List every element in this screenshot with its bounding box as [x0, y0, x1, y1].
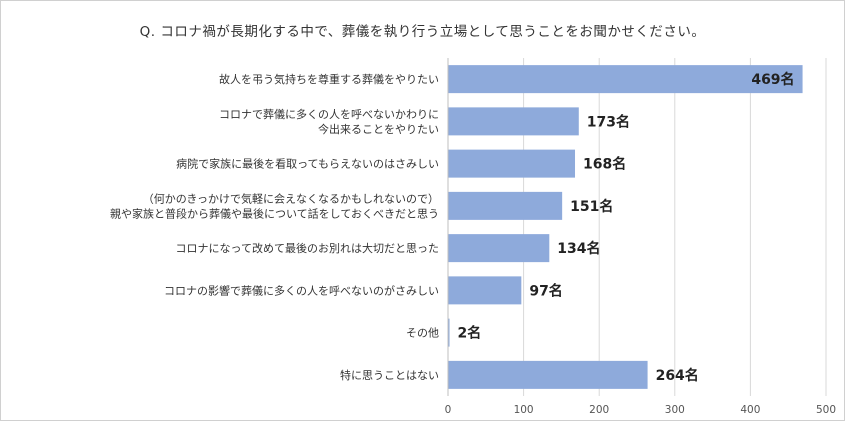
category-label: コロナの影響で葬儀に多くの人を呼べないのがさみしい [164, 283, 439, 297]
data-label: 264名 [656, 367, 699, 384]
x-tick-label: 500 [816, 404, 836, 416]
bar [448, 191, 563, 220]
category-label: コロナで葬儀に多くの人を呼べないかわりに [219, 107, 439, 121]
data-label: 151名 [570, 198, 613, 215]
x-tick-label: 100 [514, 404, 534, 416]
x-tick-label: 200 [589, 404, 609, 416]
category-label: コロナになって改めて最後のお別れは大切だと思った [176, 241, 439, 255]
category-label: 病院で家族に最後を看取ってもらえないのはさみしい [176, 157, 439, 171]
category-label: 故人を弔う気持ちを尊重する葬儀をやりたい [219, 72, 439, 86]
chart-title: Q. コロナ禍が長期化する中で、葬儀を執り行う立場として思うことをお聞かせくださ… [139, 24, 706, 40]
data-label: 469名 [751, 71, 794, 88]
data-label: 168名 [583, 156, 626, 173]
bar [448, 360, 648, 389]
bar [448, 107, 579, 136]
category-label: 特に思うことはない [340, 368, 439, 382]
category-label: 親や家族と普段から葬儀や最後について話をしておくべきだと思う [110, 206, 439, 220]
data-label: 2名 [458, 325, 482, 342]
category-label: （何かのきっかけで気軽に会えなくなるかもしれないので） [143, 191, 439, 205]
category-label: その他 [406, 327, 439, 340]
bar [448, 149, 576, 178]
x-tick-label: 0 [445, 404, 452, 416]
bar [448, 234, 550, 263]
data-label: 134名 [557, 240, 600, 257]
bar [448, 318, 450, 347]
x-tick-label: 400 [740, 404, 760, 416]
category-label: 今出来ることをやりたい [318, 122, 439, 136]
data-label: 97名 [529, 282, 562, 299]
bar [448, 65, 803, 94]
x-tick-label: 300 [665, 404, 685, 416]
data-label: 173名 [587, 113, 630, 130]
bar [448, 276, 522, 305]
